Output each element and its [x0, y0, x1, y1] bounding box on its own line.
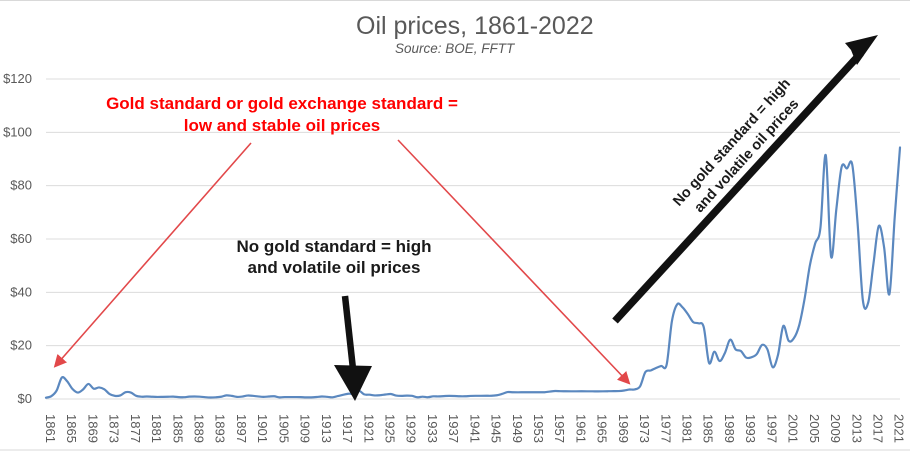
svg-text:1913: 1913 — [319, 414, 334, 443]
svg-text:2013: 2013 — [849, 414, 864, 443]
svg-text:1989: 1989 — [722, 414, 737, 443]
svg-text:1945: 1945 — [489, 414, 504, 443]
svg-text:1965: 1965 — [595, 414, 610, 443]
svg-text:1981: 1981 — [680, 414, 695, 443]
svg-text:and volatile oil prices: and volatile oil prices — [248, 258, 421, 277]
svg-text:2021: 2021 — [892, 414, 907, 443]
svg-text:1873: 1873 — [107, 414, 122, 443]
svg-text:1961: 1961 — [573, 414, 588, 443]
svg-text:$100: $100 — [3, 124, 32, 139]
svg-text:1973: 1973 — [637, 414, 652, 443]
svg-text:1885: 1885 — [170, 414, 185, 443]
svg-text:1877: 1877 — [128, 414, 143, 443]
svg-text:1897: 1897 — [234, 414, 249, 443]
svg-text:1917: 1917 — [340, 414, 355, 443]
svg-text:1881: 1881 — [149, 414, 164, 443]
svg-text:$80: $80 — [10, 178, 32, 193]
svg-text:Gold standard or gold exchange: Gold standard or gold exchange standard … — [106, 94, 458, 113]
svg-text:1925: 1925 — [382, 414, 397, 443]
svg-text:$60: $60 — [10, 231, 32, 246]
svg-text:1993: 1993 — [743, 414, 758, 443]
svg-text:1909: 1909 — [298, 414, 313, 443]
svg-text:1865: 1865 — [64, 414, 79, 443]
svg-text:1889: 1889 — [192, 414, 207, 443]
svg-text:1893: 1893 — [213, 414, 228, 443]
svg-text:1997: 1997 — [764, 414, 779, 443]
svg-text:$20: $20 — [10, 338, 32, 353]
svg-text:1905: 1905 — [276, 414, 291, 443]
svg-text:1937: 1937 — [446, 414, 461, 443]
svg-text:2001: 2001 — [786, 414, 801, 443]
svg-text:2017: 2017 — [870, 414, 885, 443]
svg-text:$120: $120 — [3, 71, 32, 86]
svg-text:1969: 1969 — [616, 414, 631, 443]
svg-text:$0: $0 — [18, 391, 32, 406]
svg-text:$40: $40 — [10, 284, 32, 299]
svg-text:1861: 1861 — [43, 414, 58, 443]
svg-text:1949: 1949 — [510, 414, 525, 443]
svg-text:1957: 1957 — [552, 414, 567, 443]
svg-text:1929: 1929 — [404, 414, 419, 443]
svg-text:1869: 1869 — [85, 414, 100, 443]
svg-text:1985: 1985 — [701, 414, 716, 443]
svg-text:low and stable oil prices: low and stable oil prices — [184, 116, 381, 135]
svg-text:1953: 1953 — [531, 414, 546, 443]
svg-text:1921: 1921 — [361, 414, 376, 443]
svg-text:2005: 2005 — [807, 414, 822, 443]
svg-text:1901: 1901 — [255, 414, 270, 443]
svg-text:1977: 1977 — [658, 414, 673, 443]
svg-text:1941: 1941 — [467, 414, 482, 443]
svg-text:2009: 2009 — [828, 414, 843, 443]
svg-text:1933: 1933 — [425, 414, 440, 443]
svg-text:No gold standard = high: No gold standard = high — [236, 237, 431, 256]
